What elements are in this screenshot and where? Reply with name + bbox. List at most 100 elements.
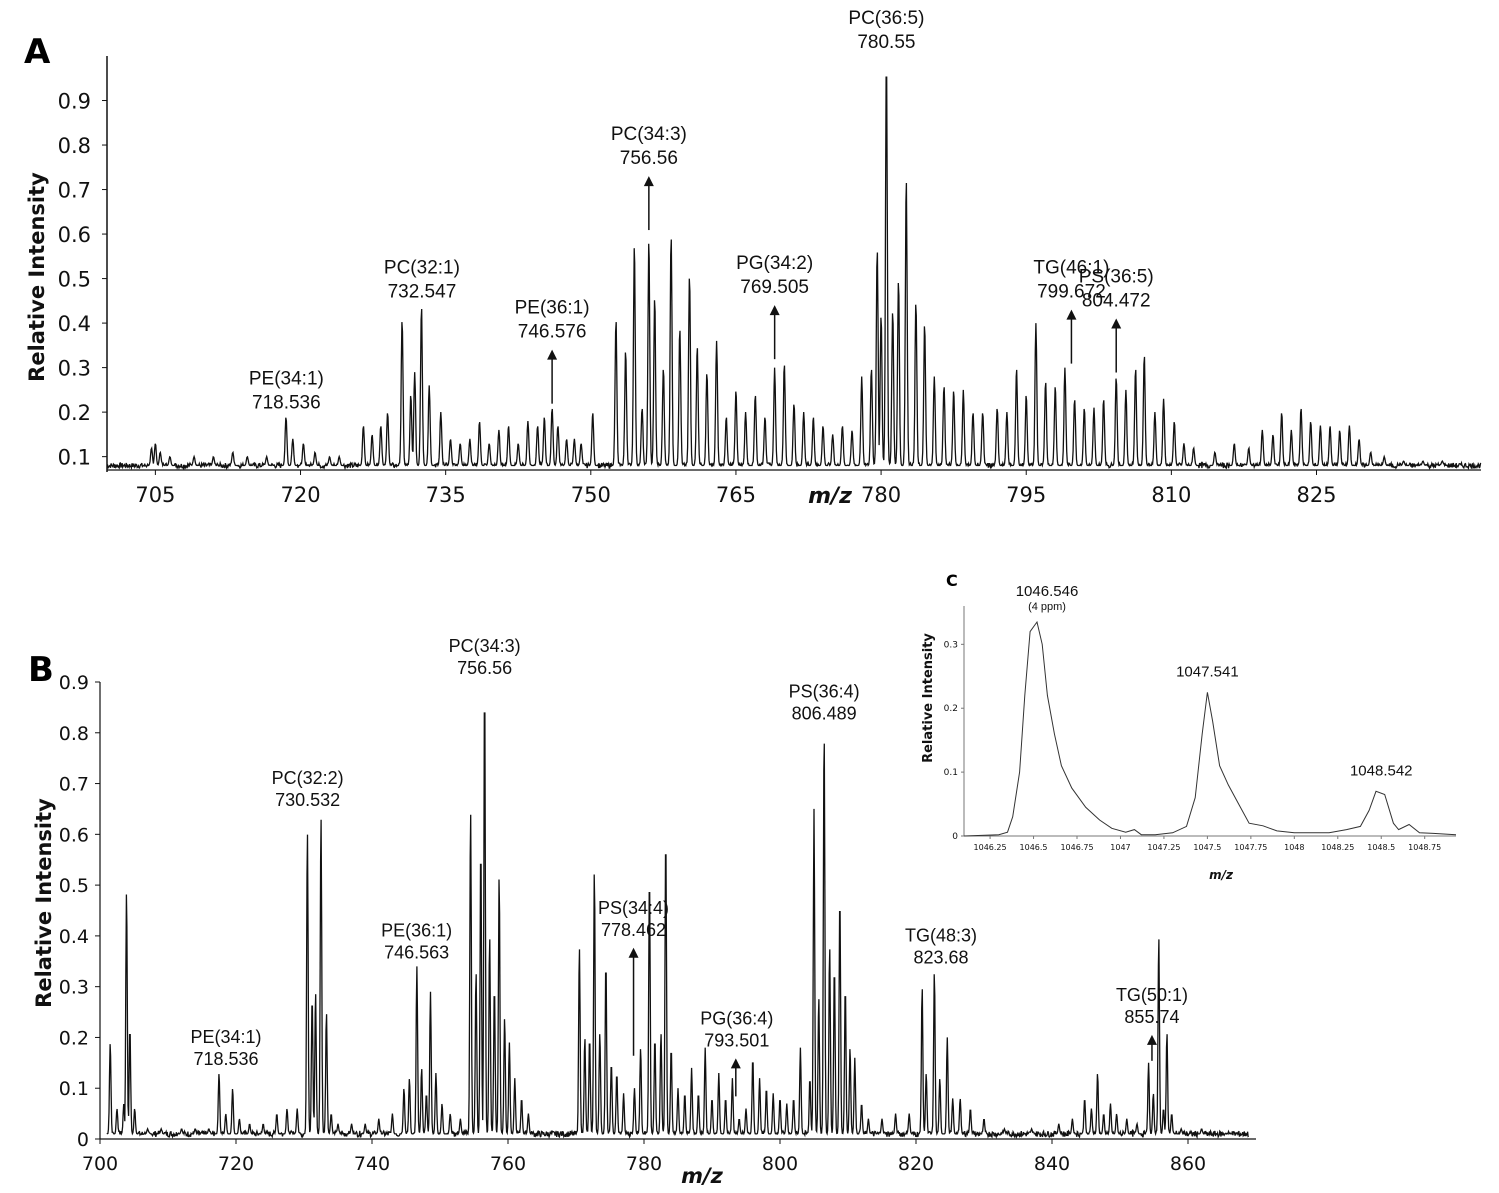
panel-b-annotation-mz: 746.563 bbox=[384, 942, 449, 962]
panel-b-annotation-mz: 778.462 bbox=[601, 920, 666, 940]
panel-a-xtick-label: 795 bbox=[1006, 483, 1046, 507]
panel-b-ytick-label: 0.4 bbox=[59, 926, 89, 948]
panel-c-xtick-label: 1047 bbox=[1110, 843, 1130, 852]
panel-a-ytick-label: 0.5 bbox=[58, 268, 91, 292]
panel-a-x-axis-label: m/z bbox=[808, 484, 852, 509]
panel-a-annotation-mz: 804.472 bbox=[1082, 291, 1151, 312]
panel-b-annotation-lipid: PC(34:3) bbox=[449, 636, 521, 656]
panel-a-xtick-label: 765 bbox=[716, 483, 756, 507]
panel-b-ytick-label: 0.2 bbox=[59, 1027, 89, 1049]
panel-b-annotation-lipid: PS(36:4) bbox=[789, 682, 860, 702]
panel-b-annotation-arrow-head bbox=[1146, 1034, 1157, 1045]
panel-c-xtick-label: 1048 bbox=[1284, 843, 1304, 852]
panel-b-ytick-label: 0.5 bbox=[59, 875, 89, 897]
panel-b-annotation-lipid: TG(50:1) bbox=[1116, 985, 1188, 1005]
panel-b-xtick-label: 720 bbox=[218, 1153, 254, 1175]
panel-a-annotation-lipid: PC(34:3) bbox=[611, 124, 687, 145]
panel-c-x-axis-label: m/z bbox=[1209, 868, 1234, 882]
panel-b-annotation-lipid: PS(34:4) bbox=[598, 898, 669, 918]
panel-c-ytick-label: 0.1 bbox=[944, 768, 958, 778]
panel-b-ytick-label: 0.9 bbox=[59, 672, 89, 694]
panel-a-spectrum-trace bbox=[106, 76, 1482, 471]
panel-a-xtick-label: 720 bbox=[280, 483, 320, 507]
panel-a-annotation-arrow-head bbox=[1066, 309, 1077, 320]
panel-a-xtick-label: 780 bbox=[861, 483, 901, 507]
panel-b-x-axis-label: m/z bbox=[681, 1164, 724, 1188]
panel-c-xtick-label: 1047.25 bbox=[1147, 843, 1180, 852]
panel-b-annotation-mz: 823.68 bbox=[913, 947, 968, 967]
panel-a-annotation-lipid: PE(34:1) bbox=[249, 369, 324, 390]
panel-a-ytick-label: 0.2 bbox=[58, 401, 91, 425]
panel-a-annotation-mz: 769.505 bbox=[740, 277, 809, 298]
panel-a-xtick-label: 735 bbox=[426, 483, 466, 507]
panel-a-annotation-arrow-head bbox=[769, 305, 780, 316]
panel-b-xtick-label: 700 bbox=[82, 1153, 118, 1175]
panel-a-annotation-arrow-head bbox=[1111, 318, 1122, 329]
panel-c-ytick-label: 0.3 bbox=[944, 640, 958, 650]
panel-a-ytick-label: 0.3 bbox=[58, 357, 91, 381]
panel-c-inset: C 0 0.1 0.2 0.3 1046.25 1046.5 1046.75 1047 1047… bbox=[921, 571, 1457, 882]
panel-c-peak-label: 1048.542 bbox=[1350, 762, 1413, 779]
panel-b-annotation-mz: 730.532 bbox=[275, 790, 340, 810]
panel-a: A 0.1 0.2 0.3 0.4 0.5 0.6 0.7 0.8 0.9 705 720 735 75… bbox=[24, 8, 1482, 509]
panel-a-annotation-mz: 746.576 bbox=[518, 322, 587, 343]
panel-a-xtick-label: 825 bbox=[1296, 483, 1336, 507]
panel-b-ytick-label: 0.7 bbox=[59, 774, 89, 796]
panel-b: B 0 0.1 0.2 0.3 0.4 0.5 0.6 0.7 0.8 0.9 700 720 740 7… bbox=[28, 636, 1256, 1188]
panel-c-peak-label: 1046.546 bbox=[1016, 583, 1079, 600]
panel-c-xtick-label: 1048.75 bbox=[1408, 843, 1441, 852]
panel-b-spectrum-trace bbox=[106, 712, 1250, 1140]
panel-c-xtick-label: 1046.75 bbox=[1060, 843, 1093, 852]
panel-b-annotation-mz: 793.501 bbox=[704, 1030, 769, 1050]
panel-c-peak-label: 1047.541 bbox=[1176, 663, 1239, 680]
panel-a-xtick-label: 810 bbox=[1151, 483, 1191, 507]
panel-a-annotation-mz: 780.55 bbox=[857, 32, 915, 53]
panel-b-annotation-lipid: PG(36:4) bbox=[700, 1008, 773, 1028]
panel-c-xtick-label: 1046.5 bbox=[1020, 843, 1048, 852]
panel-c-xtick-label: 1048.25 bbox=[1321, 843, 1354, 852]
panel-c-xtick-label: 1047.5 bbox=[1193, 843, 1221, 852]
panel-a-annotation-lipid: PC(36:5) bbox=[848, 8, 924, 29]
panel-a-ytick-label: 0.9 bbox=[58, 90, 91, 114]
panel-c-letter: C bbox=[946, 571, 958, 590]
panel-a-xtick-label: 750 bbox=[571, 483, 611, 507]
panel-b-annotation-mz: 806.489 bbox=[792, 704, 857, 724]
panel-a-ytick-label: 0.8 bbox=[58, 134, 91, 158]
panel-a-annotation-lipid: PC(32:1) bbox=[384, 257, 460, 278]
panel-a-ytick-label: 0.1 bbox=[58, 446, 91, 470]
panel-b-annotation-lipid: PE(34:1) bbox=[191, 1027, 262, 1047]
panel-a-ytick-label: 0.7 bbox=[58, 179, 91, 203]
panel-b-annotation-lipid: TG(48:3) bbox=[905, 925, 977, 945]
panel-b-annotation-mz: 756.56 bbox=[457, 658, 512, 678]
panel-b-ytick-label: 0.3 bbox=[59, 977, 89, 999]
panel-b-xtick-label: 860 bbox=[1170, 1153, 1206, 1175]
panel-a-annotation-mz: 732.547 bbox=[388, 281, 457, 302]
panel-c-spectrum-trace bbox=[963, 620, 1457, 837]
panel-a-annotation-mz: 718.536 bbox=[252, 393, 321, 414]
panel-b-annotation-arrow-head bbox=[628, 947, 639, 958]
panel-b-xtick-label: 800 bbox=[762, 1153, 798, 1175]
panel-b-xtick-label: 820 bbox=[898, 1153, 934, 1175]
panel-c-peak-ppm: (4 ppm) bbox=[1028, 601, 1066, 613]
panel-b-annotation-lipid: PE(36:1) bbox=[381, 920, 452, 940]
panel-c-xtick-label: 1048.5 bbox=[1367, 843, 1395, 852]
panel-a-xtick-label: 705 bbox=[135, 483, 175, 507]
panel-b-xtick-label: 760 bbox=[490, 1153, 526, 1175]
panel-b-annotation-mz: 718.536 bbox=[194, 1049, 259, 1069]
panel-c-xtick-label: 1046.25 bbox=[974, 843, 1007, 852]
panel-c-ytick-label: 0 bbox=[952, 832, 958, 842]
panel-b-ytick-label: 0 bbox=[77, 1129, 89, 1151]
panel-c-ytick-label: 0.2 bbox=[944, 704, 958, 714]
panel-b-annotation-mz: 855.74 bbox=[1124, 1007, 1179, 1027]
panel-b-annotation-arrow-head bbox=[730, 1058, 741, 1069]
panel-a-annotation-arrow-head bbox=[547, 349, 558, 360]
panel-a-ytick-label: 0.4 bbox=[58, 312, 91, 336]
panel-b-xtick-label: 740 bbox=[354, 1153, 390, 1175]
panel-a-annotation-lipid: PE(36:1) bbox=[515, 298, 590, 319]
panel-a-annotation-lipid: PG(34:2) bbox=[736, 253, 813, 274]
panel-b-ytick-label: 0.1 bbox=[59, 1078, 89, 1100]
panel-a-ytick-label: 0.6 bbox=[58, 223, 91, 247]
panel-b-y-axis-label: Relative Intensity bbox=[32, 798, 56, 1008]
panel-b-xtick-label: 840 bbox=[1034, 1153, 1070, 1175]
